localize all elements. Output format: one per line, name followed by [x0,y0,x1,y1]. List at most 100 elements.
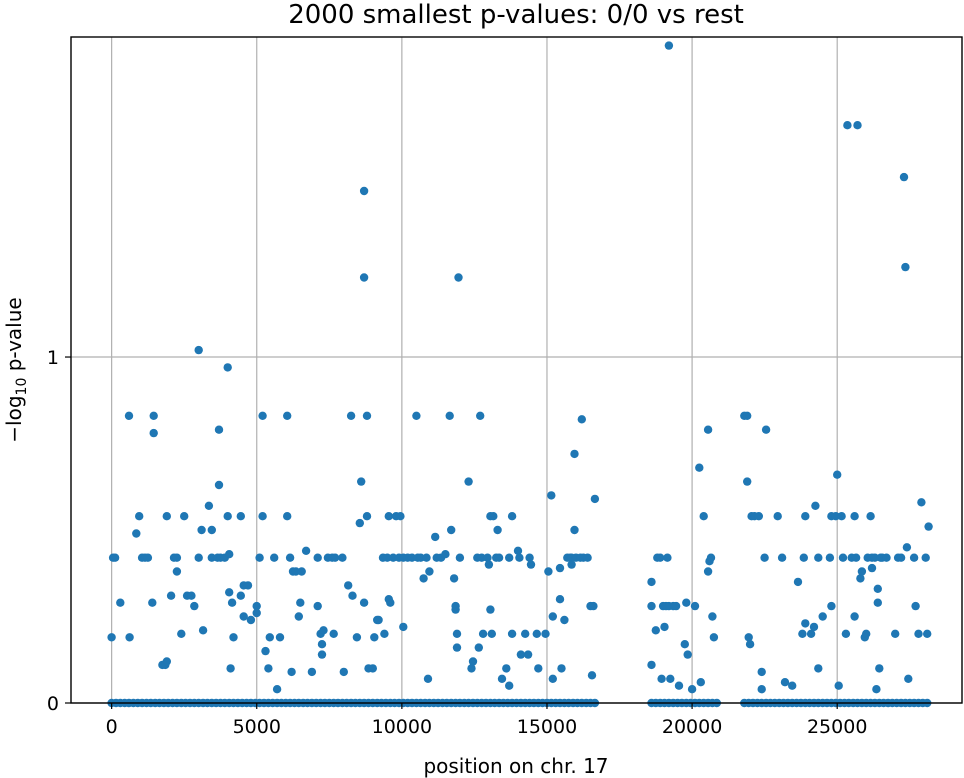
data-point [567,560,576,569]
data-point [483,553,492,562]
data-point [870,553,880,562]
data-point [647,660,656,670]
data-point [252,608,261,618]
data-point [441,550,450,559]
data-point [194,345,203,355]
data-point [425,567,434,576]
data-point [505,553,514,562]
data-point [272,685,282,694]
data-point [283,512,292,521]
data-point [346,411,356,420]
data-point [674,681,684,690]
data-point [657,674,666,683]
data-point [243,581,253,590]
data-point [811,501,820,510]
data-point [177,629,186,638]
data-point [452,629,462,638]
data-point [924,522,933,531]
data-point [589,601,598,611]
data-point [902,543,912,552]
data-point [116,598,125,607]
data-point [687,685,697,694]
data-point [313,553,322,562]
data-point [773,512,782,521]
data-point [745,640,755,649]
data-point [557,664,566,673]
data-point [223,512,232,521]
data-point [143,553,153,562]
data-point [319,626,328,635]
data-point [270,553,279,562]
data-point [583,553,592,562]
data-point [757,667,766,677]
data-point [275,633,285,642]
data-point [226,664,235,673]
data-point [198,626,208,635]
data-point [246,615,256,625]
data-point [423,674,433,683]
data-point [827,601,836,611]
data-point [214,425,224,434]
data-point [647,601,656,611]
data-point [494,553,504,562]
data-point [107,633,116,642]
data-point [921,553,930,562]
y-axis-label-prefix: −log [2,395,26,442]
data-point [383,553,392,562]
data-point [344,581,353,590]
data-point [834,681,843,690]
data-point [825,553,835,562]
data-point [841,629,851,638]
data-point [873,584,882,593]
data-point [754,512,763,521]
data-point [301,546,311,555]
data-point [362,411,372,420]
data-point [454,273,463,282]
data-point [297,567,306,576]
data-point [317,640,327,649]
data-point [370,633,379,642]
data-point [497,674,507,683]
data-point [239,612,248,621]
data-point [799,553,808,562]
data-point [699,512,708,521]
data-point [132,529,141,538]
data-point [352,633,362,642]
data-point [532,629,541,638]
data-point [882,553,891,562]
data-point [857,567,867,576]
data-point [814,553,823,562]
data-point [359,598,369,607]
data-point [172,553,182,562]
data-point [489,512,498,521]
data-point [526,560,536,569]
data-point [534,664,543,673]
data-point [505,681,514,690]
data-point [445,411,454,420]
data-point [294,612,303,621]
data-point [570,449,579,459]
data-point [806,629,816,638]
data-point [384,512,393,521]
data-point [214,480,224,490]
data-point [291,567,301,576]
data-point [487,629,496,638]
data-point [317,650,327,659]
data-point [149,411,158,420]
x-tick-label: 25000 [807,716,867,738]
data-point [386,598,395,607]
data-point [255,553,264,562]
data-point [468,657,478,666]
data-point [666,674,675,683]
data-point [407,553,417,562]
data-point [187,591,196,600]
data-point [455,553,465,562]
data-point [359,186,369,196]
data-point [577,415,586,424]
data-point [923,629,932,638]
data-point [507,629,517,638]
x-tick-label: 20000 [662,716,722,738]
data-point [547,491,556,500]
data-point [850,512,859,521]
data-point [313,601,322,611]
